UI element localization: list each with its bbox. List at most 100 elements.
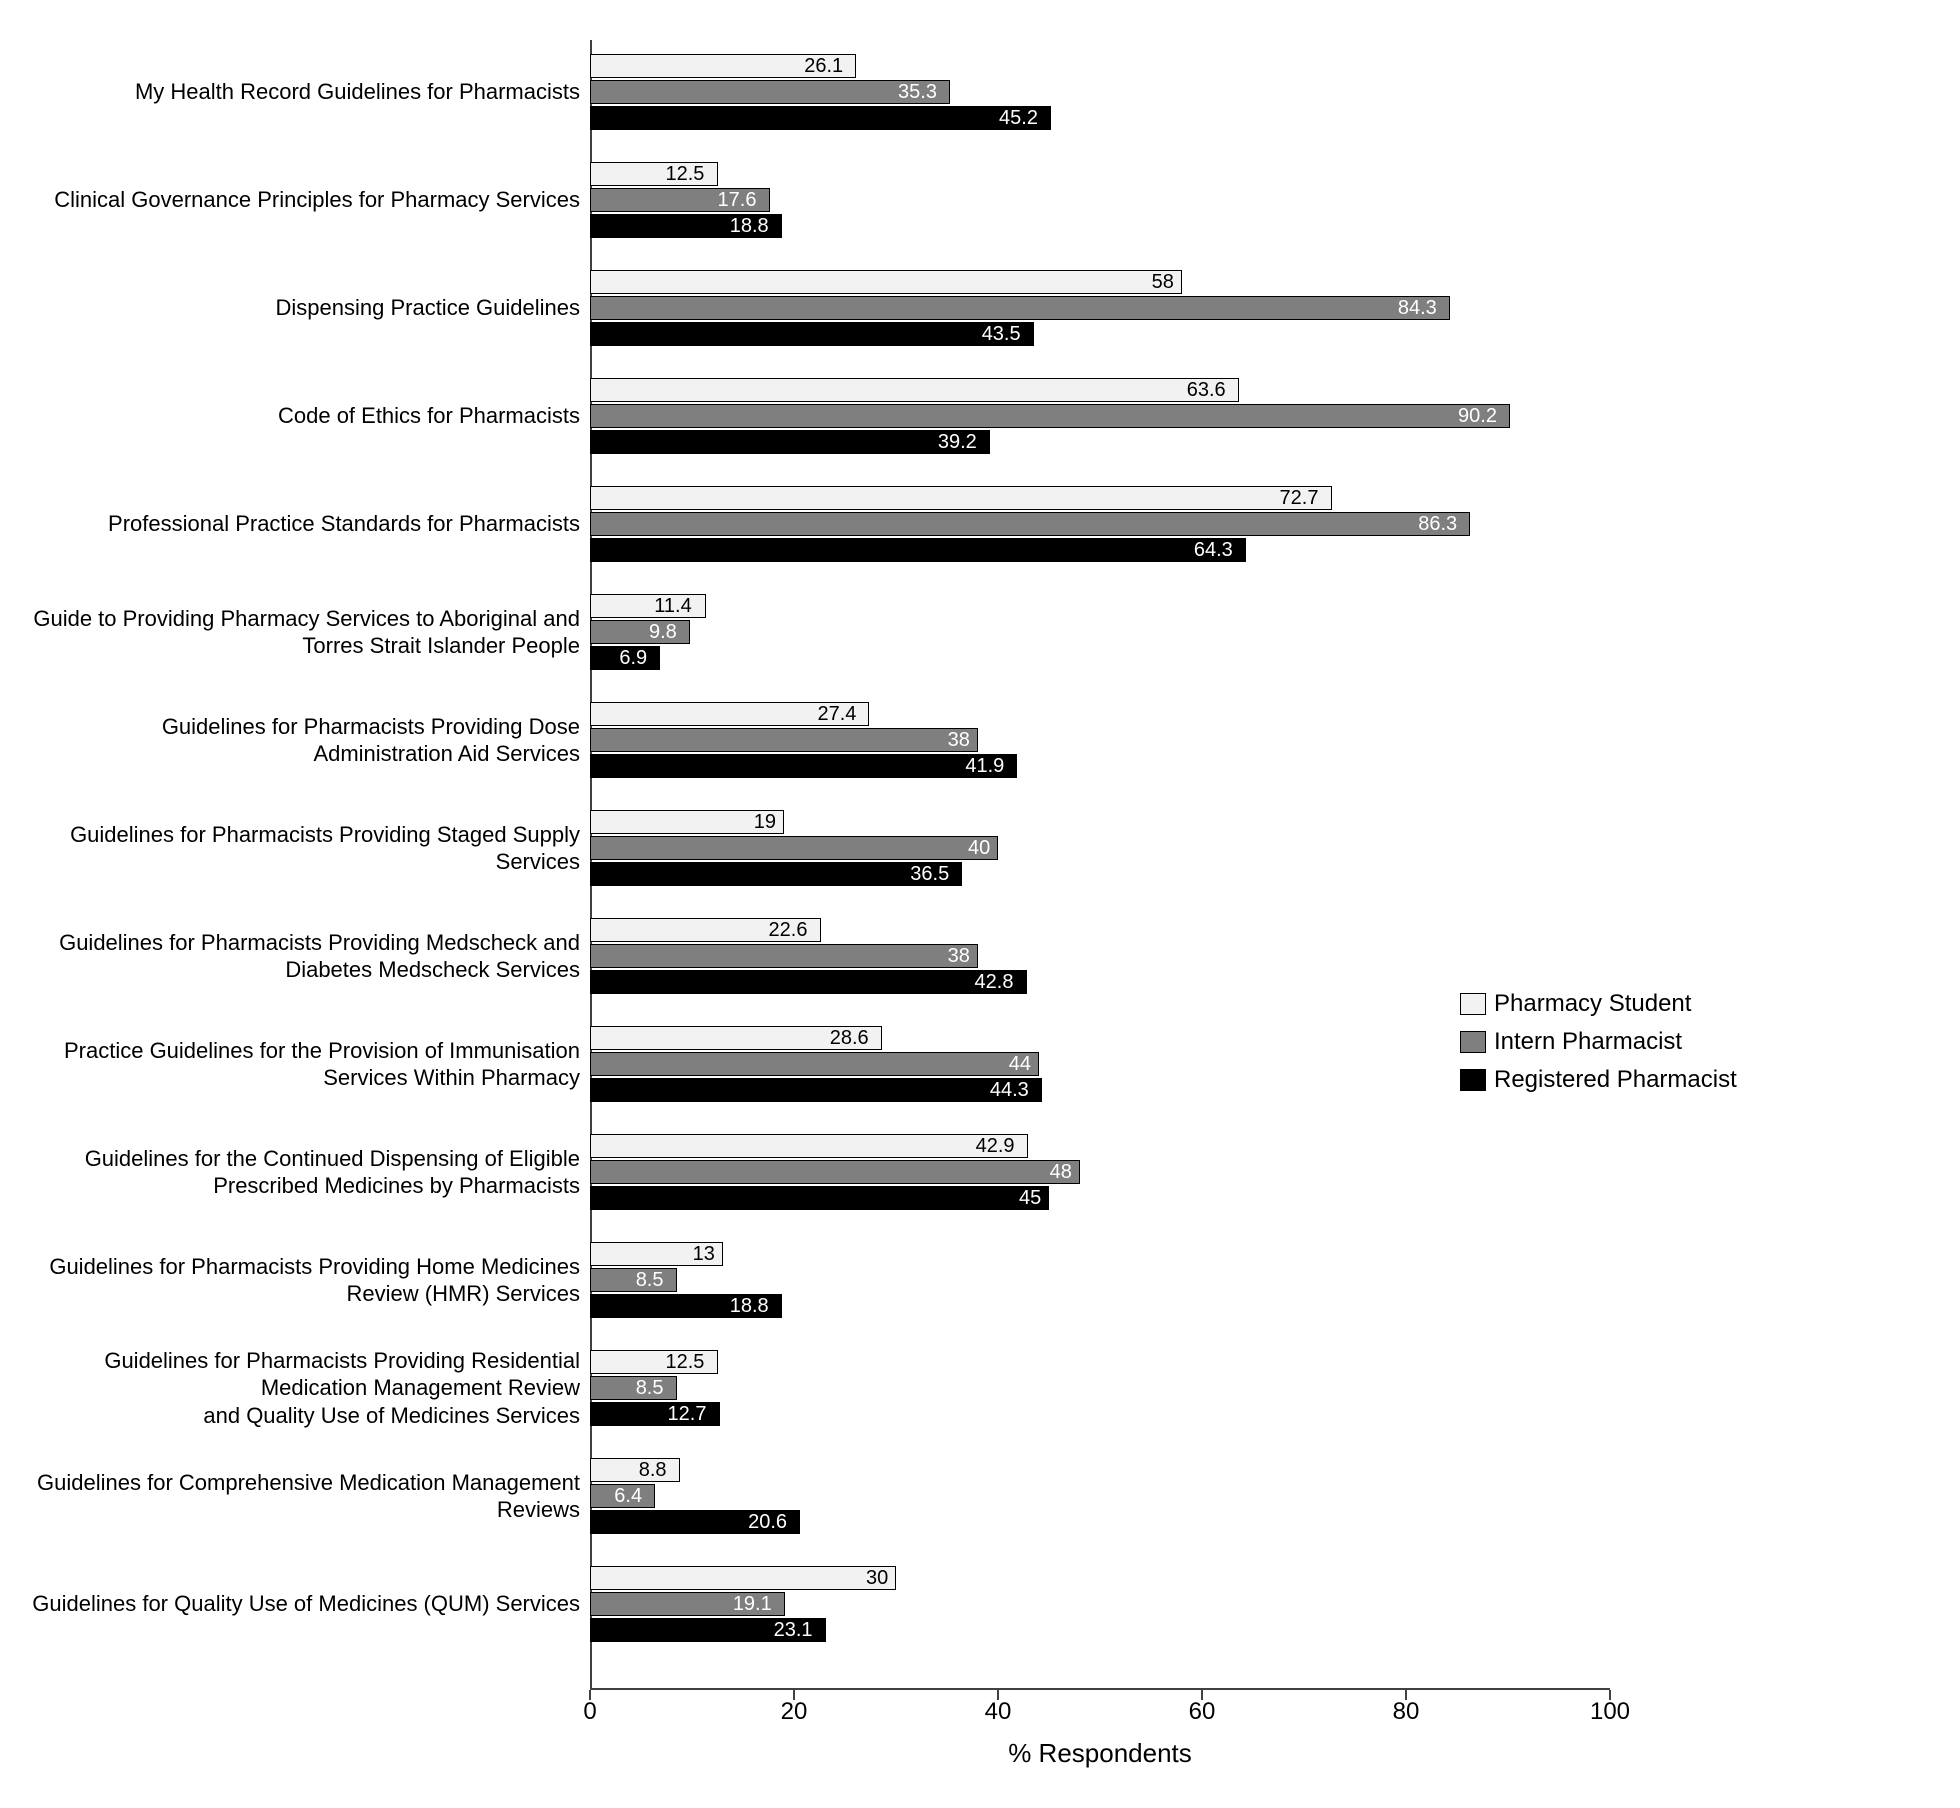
x-tick-label: 0 [583, 1698, 596, 1726]
legend-swatch [1460, 1069, 1486, 1091]
bar-registered [590, 430, 990, 454]
bar-value-label: 8.8 [639, 1458, 667, 1482]
bar-value-label: 30 [866, 1566, 888, 1590]
x-tick-label: 20 [781, 1698, 808, 1726]
legend-label: Pharmacy Student [1494, 990, 1691, 1018]
category-label: Clinical Governance Principles for Pharm… [30, 162, 580, 238]
bar-intern [590, 1160, 1080, 1184]
bar-value-label: 63.6 [1187, 378, 1226, 402]
bar-value-label: 84.3 [1398, 296, 1437, 320]
bar-student [590, 1134, 1028, 1158]
bar-value-label: 12.7 [668, 1402, 707, 1426]
bar-value-label: 20.6 [748, 1510, 787, 1534]
bar-value-label: 11.4 [654, 594, 691, 618]
bar-student [590, 378, 1239, 402]
bar-value-label: 35.3 [898, 80, 937, 104]
legend-label: Intern Pharmacist [1494, 1028, 1682, 1056]
bar-intern [590, 404, 1510, 428]
bar-value-label: 17.6 [718, 188, 757, 212]
bar-value-label: 86.3 [1418, 512, 1457, 536]
category-label: Professional Practice Standards for Phar… [30, 486, 580, 562]
category-label: Guidelines for Pharmacists Providing Hom… [30, 1242, 580, 1318]
bar-registered [590, 106, 1051, 130]
bar-value-label: 19 [754, 810, 776, 834]
category-label: My Health Record Guidelines for Pharmaci… [30, 54, 580, 130]
legend-item-intern: Intern Pharmacist [1460, 1028, 1737, 1056]
bar-student [590, 270, 1182, 294]
bar-value-label: 22.6 [769, 918, 808, 942]
bar-value-label: 12.5 [666, 1350, 705, 1374]
bar-value-label: 8.5 [636, 1376, 664, 1400]
category-label: Guidelines for Quality Use of Medicines … [30, 1566, 580, 1642]
bar-value-label: 19.1 [733, 1592, 772, 1616]
bar-student [590, 486, 1332, 510]
category-label: Code of Ethics for Pharmacists [30, 378, 580, 454]
x-axis-title: % Respondents [590, 1738, 1610, 1769]
category-label: Guide to Providing Pharmacy Services to … [30, 594, 580, 670]
bar-registered [590, 970, 1027, 994]
bar-intern [590, 1376, 677, 1400]
category-label: Guidelines for Pharmacists Providing Res… [30, 1350, 580, 1426]
bar-value-label: 44 [1009, 1052, 1031, 1076]
bar-value-label: 42.9 [976, 1134, 1015, 1158]
bar-value-label: 13 [693, 1242, 715, 1266]
bar-value-label: 12.5 [666, 162, 705, 186]
bar-registered [590, 322, 1034, 346]
x-tick-label: 80 [1393, 1698, 1420, 1726]
bar-intern [590, 296, 1450, 320]
bar-intern [590, 728, 978, 752]
category-label: Dispensing Practice Guidelines [30, 270, 580, 346]
bar-value-label: 27.4 [817, 702, 856, 726]
x-tick-label: 100 [1590, 1698, 1630, 1726]
bar-value-label: 18.8 [730, 1294, 769, 1318]
bar-value-label: 45.2 [999, 106, 1038, 130]
bar-value-label: 43.5 [982, 322, 1021, 346]
bar-registered [590, 862, 962, 886]
bar-value-label: 48 [1050, 1160, 1072, 1184]
bar-value-label: 6.4 [614, 1484, 642, 1508]
bar-value-label: 40 [968, 836, 990, 860]
bar-value-label: 72.7 [1280, 486, 1319, 510]
bar-student [590, 1566, 896, 1590]
category-label: Guidelines for the Continued Dispensing … [30, 1134, 580, 1210]
legend-item-registered: Registered Pharmacist [1460, 1066, 1737, 1094]
bar-value-label: 38 [948, 944, 970, 968]
bar-value-label: 38 [948, 728, 970, 752]
bar-value-label: 6.9 [619, 646, 647, 670]
bar-value-label: 90.2 [1458, 404, 1497, 428]
category-label: Guidelines for Pharmacists Providing Dos… [30, 702, 580, 778]
bar-value-label: 26.1 [804, 54, 843, 78]
legend-label: Registered Pharmacist [1494, 1066, 1737, 1094]
bar-intern [590, 836, 998, 860]
x-tick-label: 60 [1189, 1698, 1216, 1726]
bar-registered [590, 1078, 1042, 1102]
bar-value-label: 18.8 [730, 214, 769, 238]
category-label: Guidelines for Comprehensive Medication … [30, 1458, 580, 1534]
category-label: Guidelines for Pharmacists Providing Med… [30, 918, 580, 994]
x-tick-label: 40 [985, 1698, 1012, 1726]
bar-value-label: 9.8 [649, 620, 677, 644]
category-label: Guidelines for Pharmacists Providing Sta… [30, 810, 580, 886]
grouped-bar-chart: 26.135.345.212.517.618.85884.343.563.690… [20, 20, 1940, 1788]
bar-value-label: 41.9 [965, 754, 1004, 778]
bar-value-label: 42.8 [975, 970, 1014, 994]
bar-intern [590, 512, 1470, 536]
legend-swatch [1460, 993, 1486, 1015]
legend-item-student: Pharmacy Student [1460, 990, 1737, 1018]
bar-intern [590, 1052, 1039, 1076]
bar-intern [590, 80, 950, 104]
bar-value-label: 44.3 [990, 1078, 1029, 1102]
legend-swatch [1460, 1031, 1486, 1053]
bar-value-label: 64.3 [1194, 538, 1233, 562]
bar-value-label: 39.2 [938, 430, 977, 454]
bar-intern [590, 944, 978, 968]
bar-value-label: 58 [1152, 270, 1174, 294]
bar-value-label: 45 [1019, 1186, 1041, 1210]
bar-registered [590, 538, 1246, 562]
bar-registered [590, 1186, 1049, 1210]
bar-value-label: 23.1 [774, 1618, 813, 1642]
bar-intern [590, 1268, 677, 1292]
category-label: Practice Guidelines for the Provision of… [30, 1026, 580, 1102]
bar-registered [590, 754, 1017, 778]
legend: Pharmacy Student Intern Pharmacist Registe… [1460, 990, 1737, 1104]
